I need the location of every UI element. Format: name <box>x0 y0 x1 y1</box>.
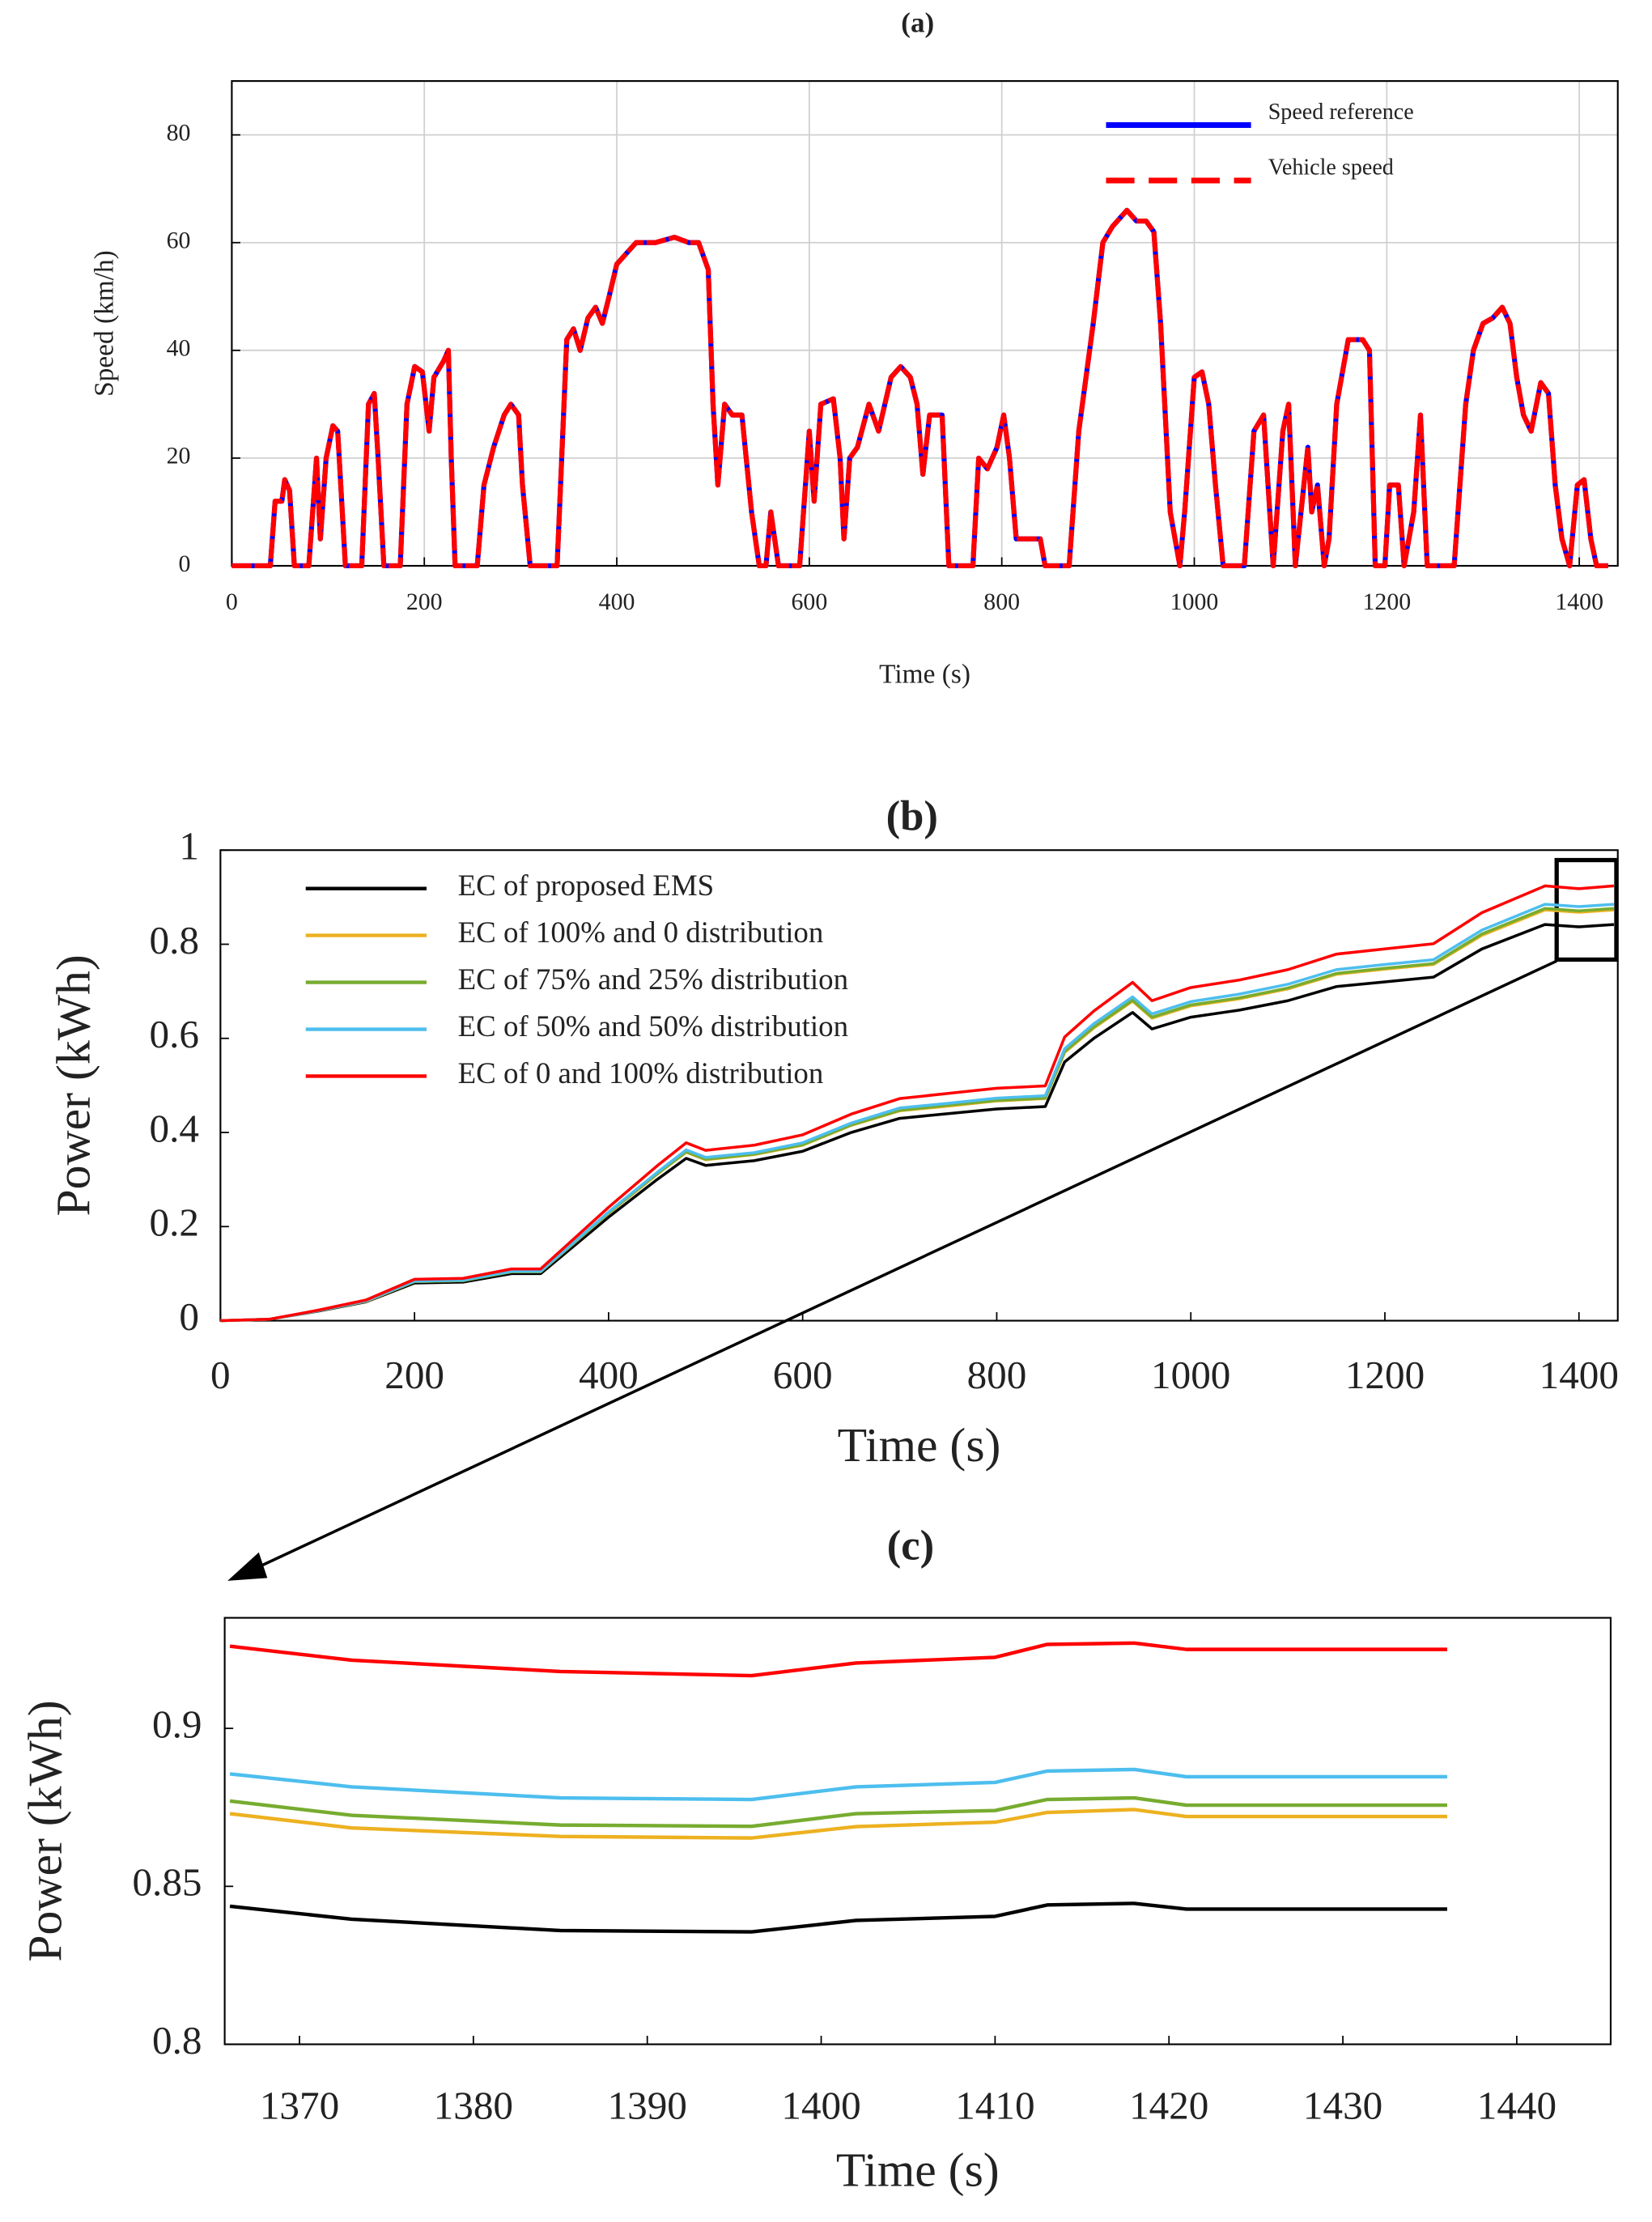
data-line <box>229 1767 1447 1802</box>
chart-title: (a) <box>901 7 934 39</box>
chart-title: (c) <box>887 1522 934 1569</box>
y-tick-label: 0.4 <box>150 1106 199 1150</box>
y-tick-label: 40 <box>167 335 191 362</box>
x-tick-label: 1400 <box>1555 588 1603 615</box>
y-tick-label: 80 <box>167 119 191 146</box>
y-tick-label: 0.9 <box>152 1702 202 1746</box>
x-tick-label: 1200 <box>1362 588 1411 615</box>
y-tick-label: 0.6 <box>150 1012 199 1056</box>
data-line <box>220 923 1615 1323</box>
arrow-head <box>227 1552 268 1581</box>
x-tick-label: 1370 <box>260 2084 339 2128</box>
x-tick-label: 1410 <box>955 2084 1034 2128</box>
x-tick-label: 400 <box>599 588 635 615</box>
legend-label: EC of proposed EMS <box>458 869 715 902</box>
y-axis-label: Power (kWh) <box>46 954 100 1216</box>
legend-label: Speed reference <box>1268 100 1414 125</box>
x-axis-label: Time (s) <box>836 2143 1000 2197</box>
y-tick-label: 0 <box>179 1294 199 1339</box>
data-line <box>229 1641 1447 1678</box>
x-tick-label: 1400 <box>1539 1353 1619 1397</box>
y-tick-label: 0.8 <box>152 2018 202 2063</box>
x-tick-label: 1380 <box>434 2084 513 2128</box>
x-axis-label: Time (s) <box>838 1418 1001 1472</box>
x-tick-label: 1000 <box>1170 588 1219 615</box>
y-tick-label: 0.8 <box>150 918 199 962</box>
x-tick-label: 1390 <box>608 2084 687 2128</box>
zoom-arrow <box>252 959 1557 1571</box>
x-tick-label: 0 <box>210 1353 231 1397</box>
x-axis-label: Time (s) <box>879 660 970 690</box>
y-tick-label: 0.85 <box>132 1860 202 1905</box>
y-axis-label: Speed (km/h) <box>89 250 119 397</box>
y-tick-label: 20 <box>167 443 191 469</box>
data-line <box>229 1901 1447 1934</box>
plot-frame <box>231 80 1619 567</box>
legend-label: EC of 0 and 100% distribution <box>458 1056 824 1090</box>
x-tick-label: 200 <box>384 1353 444 1397</box>
plot-frame <box>223 1617 1612 2046</box>
x-tick-label: 200 <box>406 588 443 615</box>
x-tick-label: 800 <box>967 1353 1027 1397</box>
legend-label: Vehicle speed <box>1268 155 1394 180</box>
y-tick-label: 0.2 <box>150 1200 199 1245</box>
data-line <box>220 884 1615 1323</box>
x-tick-label: 1400 <box>781 2084 860 2128</box>
legend-label: EC of 75% and 25% distribution <box>458 962 848 996</box>
data-line <box>231 207 1608 569</box>
data-line <box>220 903 1615 1323</box>
y-tick-label: 0 <box>179 550 191 577</box>
y-tick-label: 1 <box>179 824 199 869</box>
data-line <box>229 1808 1447 1840</box>
x-tick-label: 0 <box>226 588 238 615</box>
x-tick-label: 600 <box>791 588 827 615</box>
data-line <box>229 1795 1447 1829</box>
legend-label: EC of 50% and 50% distribution <box>458 1009 848 1043</box>
x-tick-label: 1200 <box>1345 1353 1425 1397</box>
y-axis-label: Power (kWh) <box>18 1700 71 1961</box>
chart-title: (b) <box>886 792 938 839</box>
x-tick-label: 400 <box>579 1353 639 1397</box>
legend-label: EC of 100% and 0 distribution <box>458 916 824 949</box>
x-tick-label: 1430 <box>1303 2084 1382 2128</box>
plot-frame <box>219 849 1619 1322</box>
x-tick-label: 1000 <box>1151 1353 1230 1397</box>
x-tick-label: 1420 <box>1129 2084 1208 2128</box>
x-tick-label: 600 <box>773 1353 833 1397</box>
y-tick-label: 60 <box>167 227 191 254</box>
x-tick-label: 1440 <box>1477 2084 1556 2128</box>
x-tick-label: 800 <box>983 588 1020 615</box>
